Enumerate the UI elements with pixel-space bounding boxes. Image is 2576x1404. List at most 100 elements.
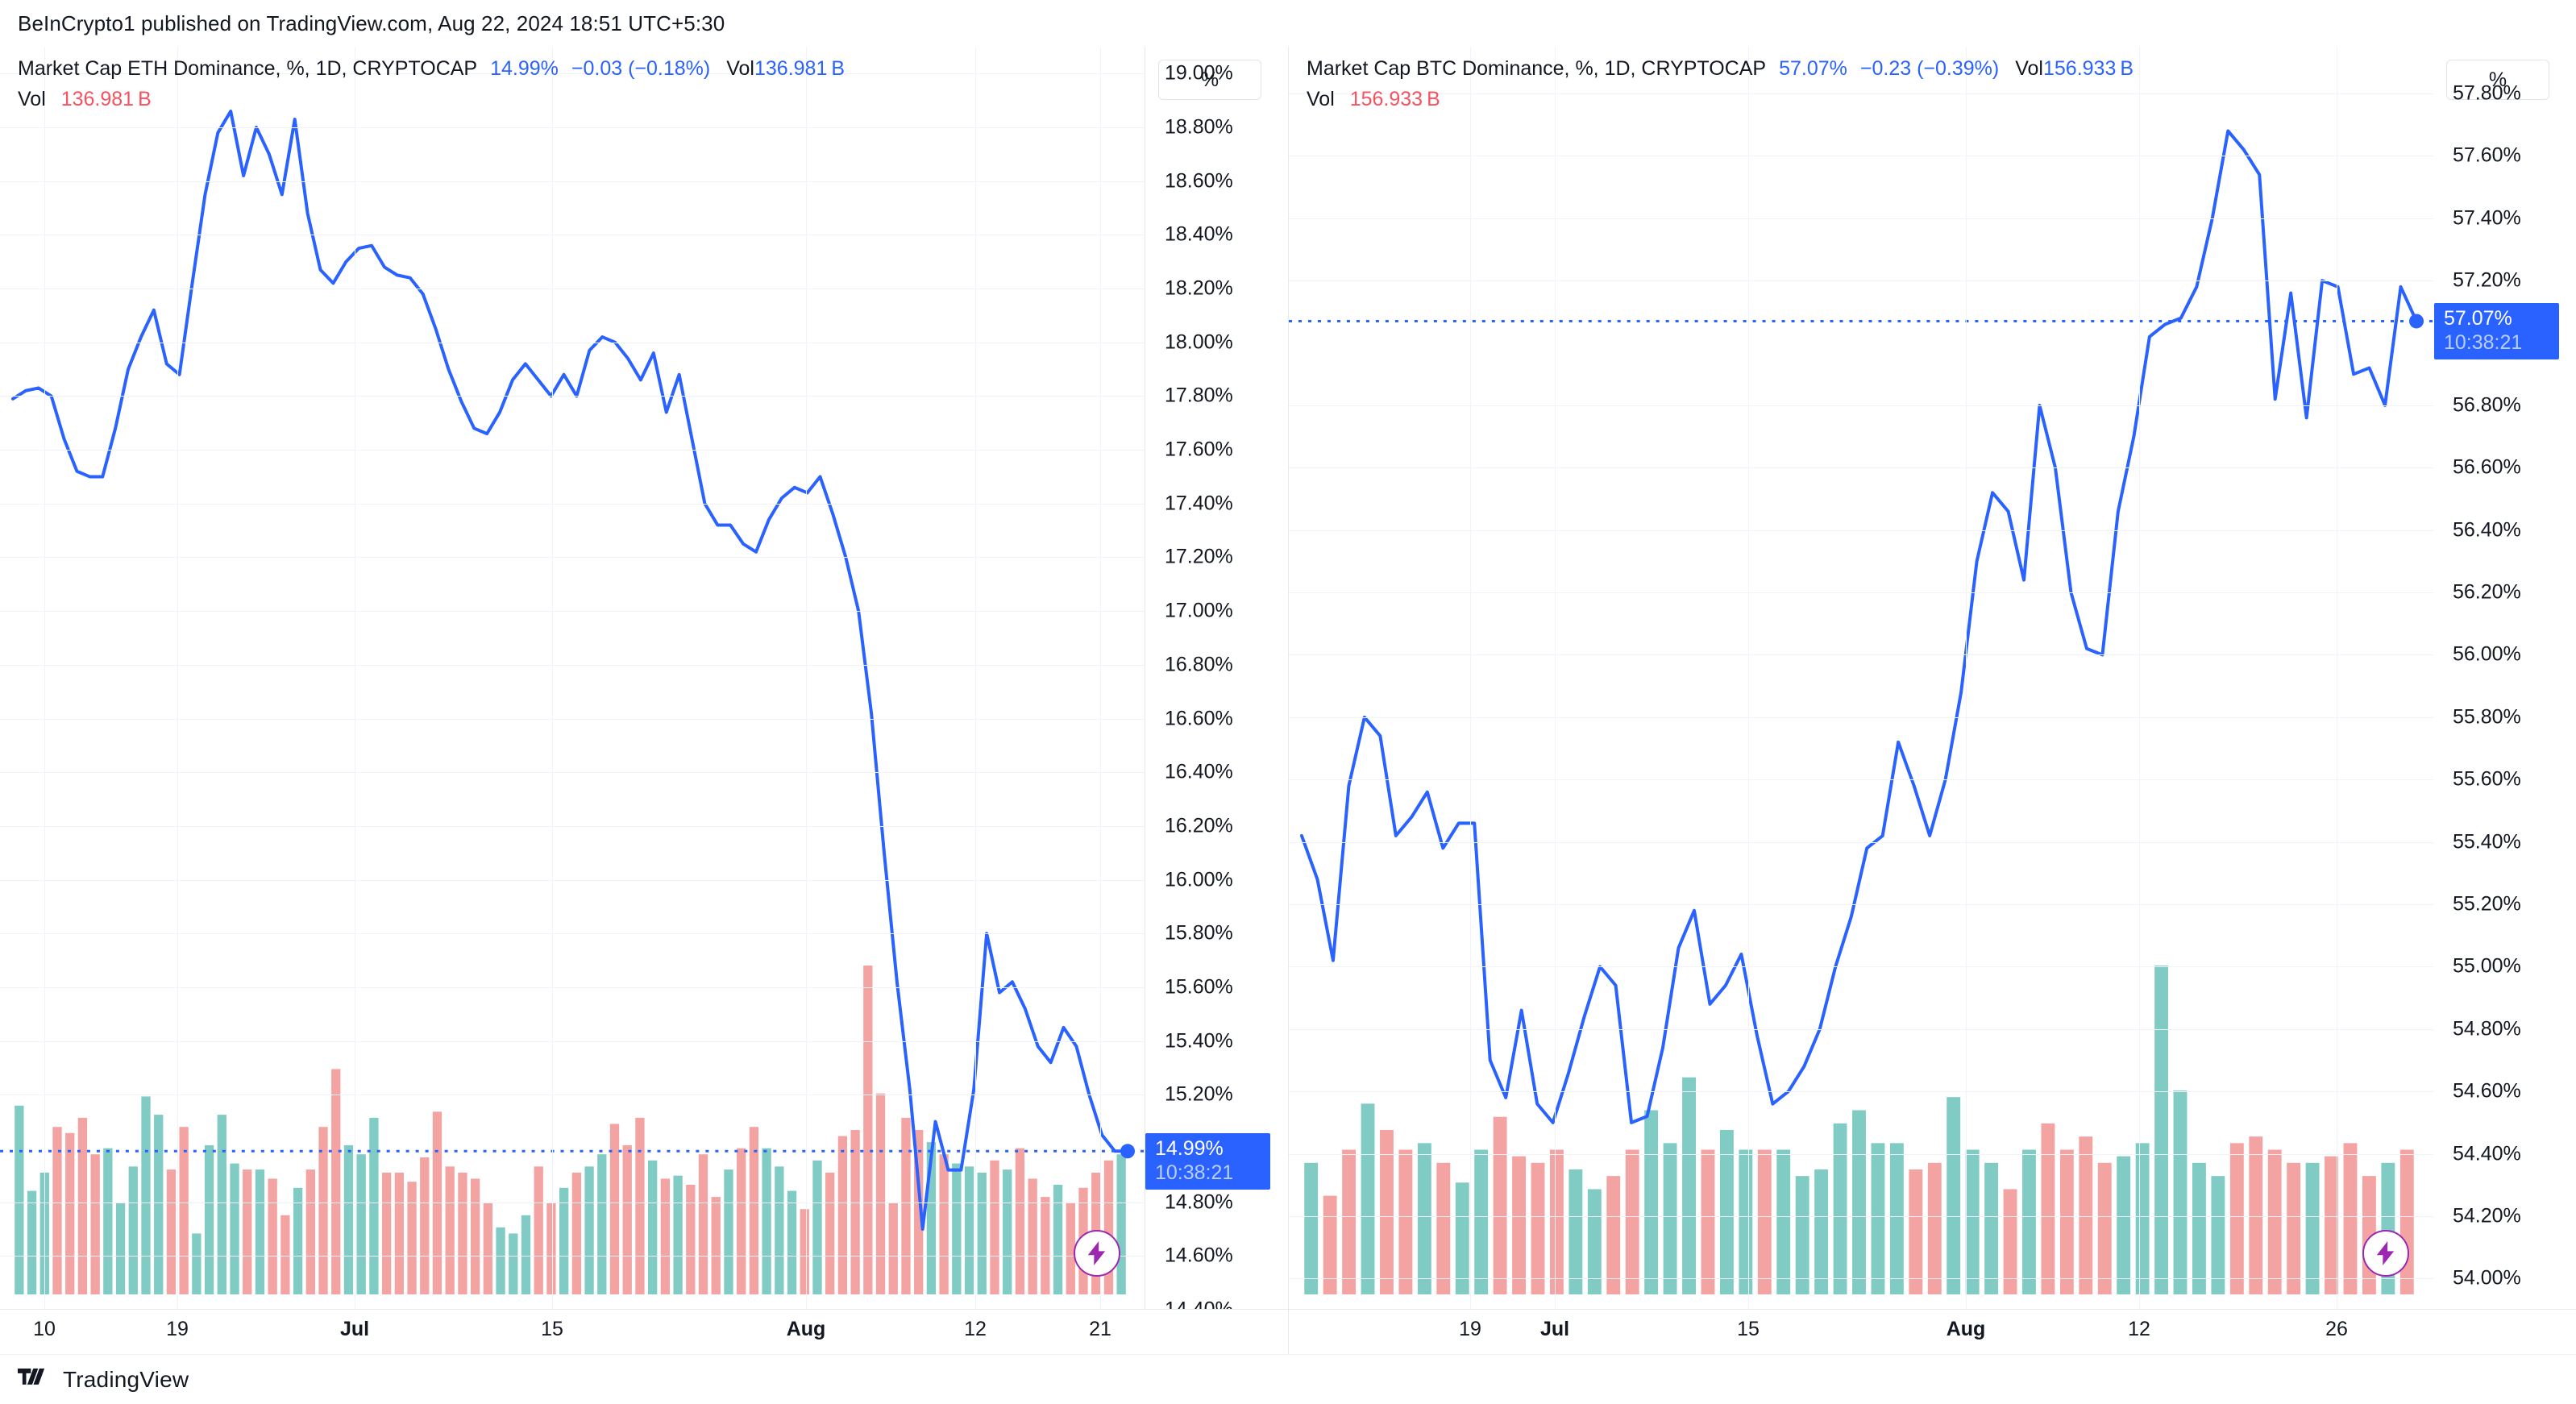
volume-bar — [2267, 1149, 2282, 1294]
gridline-horizontal — [0, 1256, 1145, 1257]
volume-bar — [268, 1178, 277, 1294]
volume-bar — [381, 1172, 392, 1294]
lightning-bolt-icon[interactable] — [2362, 1230, 2409, 1277]
volume-bar — [2249, 1136, 2263, 1294]
last-price-badge[interactable]: 57.07% 10:38:21 — [2434, 303, 2559, 360]
x-axis-tick-label: 19 — [1459, 1318, 1481, 1340]
gridline-horizontal — [1289, 405, 2433, 406]
x-axis-tick-label: Aug — [786, 1318, 826, 1340]
x-axis-tick-label: 19 — [166, 1318, 189, 1340]
x-axis-tick-label: Jul — [1539, 1318, 1570, 1340]
volume-bar — [800, 1209, 809, 1294]
volume-bar — [1361, 1103, 1375, 1294]
gridline-horizontal — [0, 557, 1145, 559]
legend-last-price: 57.07% — [1779, 57, 1847, 80]
volume-bar — [103, 1148, 113, 1294]
volume-bar — [1682, 1077, 1696, 1294]
volume-bar — [305, 1169, 315, 1294]
x-axis-tick-label: 26 — [2325, 1318, 2348, 1340]
volume-bar — [2003, 1189, 2017, 1294]
gridline-horizontal — [0, 987, 1145, 988]
gridline-horizontal — [1289, 1215, 2433, 1217]
y-axis-unit-box[interactable]: % — [2446, 60, 2549, 100]
y-axis-tick-label: 55.80% — [2453, 705, 2521, 729]
y-axis-tick-label: 54.60% — [2453, 1079, 2521, 1103]
y-axis-tick-label: 17.60% — [1165, 438, 1233, 461]
price-line-path — [10, 110, 1130, 1231]
y-axis-tick-label: 17.80% — [1165, 384, 1233, 407]
volume-bar — [952, 1163, 962, 1294]
lightning-bolt-glyph — [2376, 1241, 2395, 1265]
gridline-horizontal — [1289, 966, 2433, 968]
gridline-vertical — [177, 47, 178, 1310]
attribution-text: BeInCrypto1 published on TradingView.com… — [18, 10, 725, 35]
volume-bar — [420, 1157, 430, 1294]
volume-bar — [2229, 1143, 2244, 1294]
gridline-horizontal — [0, 879, 1145, 881]
volume-bar — [775, 1166, 784, 1294]
volume-bar — [1568, 1169, 1583, 1294]
x-axis-btc[interactable]: 19 Jul 15 Aug 12 26 — [1289, 1309, 2576, 1354]
y-axis-tick-label: 56.80% — [2453, 393, 2521, 417]
lightning-bolt-icon[interactable] — [1074, 1230, 1120, 1277]
price-series-eth — [0, 110, 1145, 1294]
volume-bar — [230, 1163, 239, 1294]
gridline-horizontal — [0, 933, 1145, 935]
y-axis-tick-label: 16.60% — [1165, 707, 1233, 729]
volume-bar — [1739, 1149, 1753, 1294]
volume-bar — [356, 1154, 366, 1294]
volume-bar — [2343, 1143, 2358, 1294]
plot-area-btc[interactable] — [1289, 47, 2434, 1310]
volume-bar — [926, 1142, 937, 1294]
y-axis-tick-label: 56.40% — [2453, 518, 2521, 542]
volume-bar — [1015, 1148, 1025, 1294]
y-axis-btc[interactable]: % 57.80% 57.60% 57.40% 57.20% 56.80% 56.60% 56… — [2433, 47, 2576, 1310]
volume-bar — [65, 1132, 75, 1294]
legend-eth: Market Cap ETH Dominance, %, 1D, CRYPTOC… — [18, 55, 845, 113]
volume-bar — [1003, 1169, 1012, 1294]
volume-bar — [369, 1117, 379, 1294]
last-price-badge[interactable]: 14.99% 10:38:21 — [1145, 1133, 1270, 1190]
tradingview-logo[interactable]: TradingView — [18, 1367, 189, 1393]
volume-bar — [1814, 1169, 1829, 1294]
volume-bar — [1474, 1149, 1489, 1294]
volume-bar — [2399, 1149, 2414, 1294]
legend-symbol[interactable]: Market Cap BTC Dominance, %, 1D, CRYPTOC… — [1307, 57, 1767, 80]
legend-symbol[interactable]: Market Cap ETH Dominance, %, 1D, CRYPTOC… — [18, 57, 478, 80]
lightning-bolt-glyph — [1087, 1241, 1106, 1265]
y-axis-tick-label: 17.40% — [1165, 492, 1233, 515]
y-axis-tick-label: 18.00% — [1165, 330, 1233, 354]
volume-bar — [1852, 1110, 1866, 1294]
x-axis-tick-label: 10 — [33, 1318, 56, 1340]
volume-bar — [1871, 1143, 1885, 1294]
y-axis-tick-label: 14.60% — [1165, 1244, 1233, 1267]
x-axis-eth[interactable]: 10 19 Jul 15 Aug 12 21 — [0, 1309, 1288, 1354]
plot-area-eth[interactable] — [0, 47, 1145, 1310]
legend-vol-row-key: Vol — [1307, 88, 1335, 110]
volume-bar — [1701, 1149, 1715, 1294]
gridline-horizontal — [1289, 1153, 2433, 1155]
volume-bar — [1833, 1123, 1847, 1294]
chart-panel-btc-dominance[interactable]: Market Cap BTC Dominance, %, 1D, CRYPTOC… — [1288, 47, 2576, 1354]
legend-vol-row-key: Vol — [18, 88, 46, 110]
chart-panel-eth-dominance[interactable]: Market Cap ETH Dominance, %, 1D, CRYPTOC… — [0, 47, 1288, 1354]
volume-bar — [1028, 1178, 1037, 1294]
volume-bar — [77, 1117, 88, 1294]
volume-bar — [1625, 1149, 1639, 1294]
gridline-vertical — [552, 47, 553, 1310]
y-axis-tick-label: 15.20% — [1165, 1082, 1233, 1106]
charts-row: Market Cap ETH Dominance, %, 1D, CRYPTOC… — [0, 47, 2576, 1354]
volume-bar — [2325, 1156, 2338, 1294]
volume-bar — [1455, 1182, 1469, 1294]
volume-bar — [863, 966, 873, 1294]
y-axis-eth[interactable]: % 19.00% 18.80% 18.60% 18.40% 18.20% 18.00% 17… — [1145, 47, 1288, 1321]
gridline-horizontal — [1289, 841, 2433, 843]
volume-bar — [179, 1127, 189, 1294]
volume-bar — [837, 1136, 848, 1294]
tradingview-wordmark: TradingView — [63, 1366, 189, 1392]
volume-bar — [964, 1166, 974, 1294]
gridline-vertical — [975, 47, 976, 1310]
legend-vol-value: 136.981 B — [754, 57, 846, 80]
y-axis-unit-box[interactable]: % — [1158, 60, 1261, 100]
volume-bar — [154, 1115, 164, 1294]
